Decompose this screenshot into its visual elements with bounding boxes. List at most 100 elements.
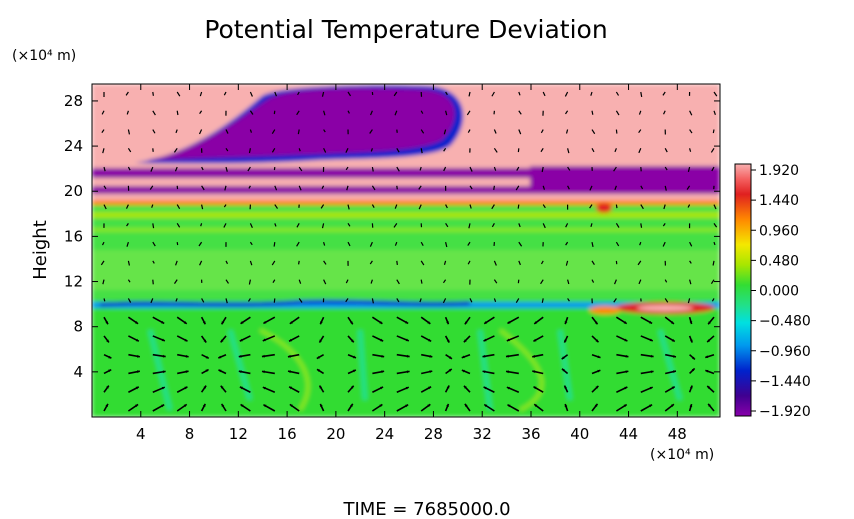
vector-arrow <box>518 241 523 247</box>
vector-arrow <box>103 166 106 172</box>
y-axis: 4 8 12 16 20 24 28 <box>64 92 720 381</box>
vector-arrow <box>443 260 447 265</box>
vector-arrowhead <box>532 370 536 374</box>
vector-arrow <box>467 241 471 246</box>
vector-arrow <box>493 185 495 190</box>
vector-arrow <box>615 204 618 209</box>
x-axis-unit: (×10⁴ m) <box>650 447 714 463</box>
vector-arrow <box>100 260 105 266</box>
vector-arrow <box>713 241 716 246</box>
vector-arrow <box>127 147 132 153</box>
vector-arrow <box>225 166 228 172</box>
vector-arrow <box>565 129 569 134</box>
vector-arrow <box>127 279 131 283</box>
vector-arrowhead <box>650 354 654 358</box>
vector-arrow <box>369 129 373 134</box>
vector-arrow <box>371 298 374 304</box>
vector-arrow <box>151 204 154 208</box>
vector-arrow <box>541 166 544 173</box>
vector-arrow <box>103 185 107 190</box>
vector-arrowhead <box>105 321 108 325</box>
vector-arrowhead <box>161 404 165 408</box>
vector-arrow <box>175 129 178 134</box>
vector-arrow <box>298 260 300 265</box>
vector-arrowhead <box>108 369 112 373</box>
vector-arrowhead <box>238 354 242 358</box>
vector-arrow <box>420 279 423 284</box>
vector-arrow <box>152 223 155 229</box>
vector-arrowhead <box>405 404 409 408</box>
x-tick-label: 12 <box>229 425 248 443</box>
vector-arrowhead <box>239 386 243 390</box>
vector-arrow <box>420 148 423 154</box>
vector-arrow <box>689 279 692 285</box>
vector-arrow <box>542 223 546 229</box>
vector-arrow <box>491 91 495 97</box>
vector-arrow <box>664 298 669 303</box>
vector-arrowhead <box>350 321 353 325</box>
x-tick-label: 20 <box>326 425 345 443</box>
vector-arrow <box>689 148 692 152</box>
vector-arrow <box>640 204 644 210</box>
vector-arrow <box>369 241 373 247</box>
vector-arrowhead <box>218 355 222 359</box>
vector-arrow <box>152 91 154 96</box>
vector-arrowhead <box>673 370 676 374</box>
vector-arrowhead <box>707 386 711 389</box>
vector-arrow <box>274 91 277 97</box>
vector-arrow <box>103 298 106 302</box>
vector-arrowhead <box>670 321 674 324</box>
vector-arrow <box>420 129 425 134</box>
y-tick-label: 28 <box>64 92 83 110</box>
vector-arrowhead <box>484 404 488 408</box>
vector-arrow <box>540 279 544 285</box>
vector-arrowhead <box>379 404 383 408</box>
vector-arrow <box>396 166 400 172</box>
vector-arrow <box>638 129 642 134</box>
vector-arrowhead <box>135 404 139 408</box>
vector-arrow <box>615 91 620 96</box>
vector-arrow <box>274 185 278 191</box>
vector-arrow <box>247 166 251 172</box>
vector-arrowhead <box>689 404 693 408</box>
vector-arrowhead <box>183 404 187 408</box>
vector-arrowhead <box>202 403 206 407</box>
vector-arrow <box>198 129 203 135</box>
vector-arrowhead <box>240 404 244 408</box>
vector-arrow <box>638 110 642 115</box>
y-tick-label: 12 <box>64 273 83 291</box>
vector-arrow <box>248 185 251 189</box>
vector-arrow <box>689 110 693 116</box>
wind-vectors <box>100 91 718 412</box>
vector-arrow <box>420 260 425 266</box>
y-tick-label: 8 <box>73 318 83 336</box>
vector-arrowhead <box>218 369 222 373</box>
vector-arrow <box>201 166 204 171</box>
vector-arrow <box>614 185 617 191</box>
vector-arrowhead <box>707 339 711 343</box>
vector-arrow <box>418 185 422 190</box>
vector-arrowhead <box>289 338 293 342</box>
vector-arrow <box>467 129 471 133</box>
vector-arrow <box>201 204 204 210</box>
vector-arrowhead <box>184 338 188 342</box>
vector-arrow <box>174 166 178 172</box>
vector-arrow <box>296 241 300 247</box>
vector-arrowhead <box>623 321 627 324</box>
vector-arrowhead <box>463 339 467 343</box>
vector-arrow <box>493 260 497 266</box>
vector-arrowhead <box>482 370 486 374</box>
vector-arrow <box>712 260 715 266</box>
vector-arrow <box>173 147 178 153</box>
vector-arrowhead <box>561 356 565 360</box>
vector-arrowhead <box>353 355 356 359</box>
vector-arrow <box>199 110 203 115</box>
vector-arrow <box>468 91 471 97</box>
vector-arrow <box>713 223 718 228</box>
vector-arrow <box>298 185 302 191</box>
vector-arrowhead <box>506 370 509 374</box>
vector-arrowhead <box>561 368 565 372</box>
vector-arrow <box>469 166 473 172</box>
vector-arrow <box>249 110 254 115</box>
vector-arrow <box>615 241 620 247</box>
